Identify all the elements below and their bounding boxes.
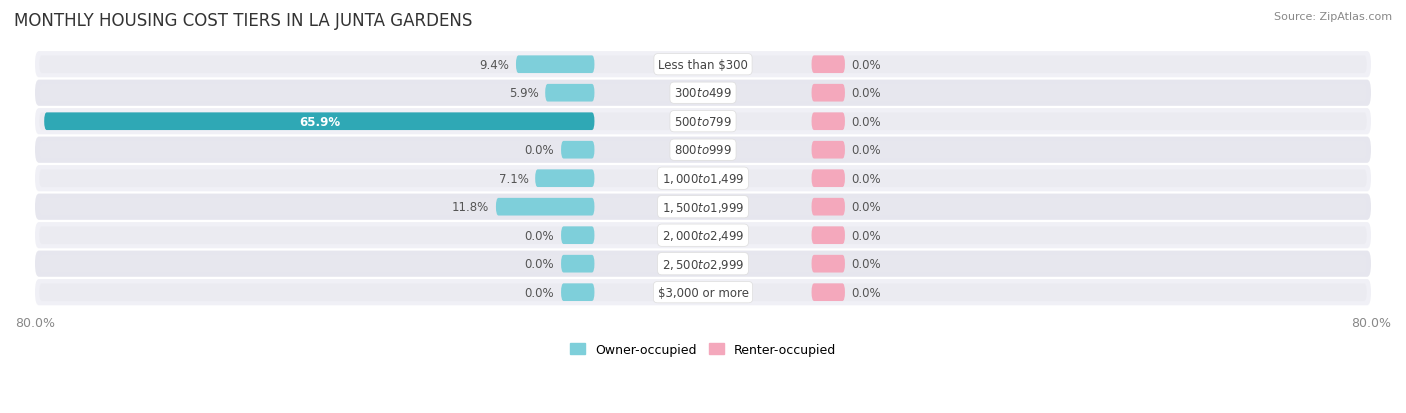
FancyBboxPatch shape bbox=[561, 142, 595, 159]
Legend: Owner-occupied, Renter-occupied: Owner-occupied, Renter-occupied bbox=[565, 338, 841, 361]
FancyBboxPatch shape bbox=[811, 113, 845, 131]
Text: 0.0%: 0.0% bbox=[852, 59, 882, 71]
Text: 0.0%: 0.0% bbox=[524, 258, 554, 271]
FancyBboxPatch shape bbox=[811, 284, 845, 301]
Text: 0.0%: 0.0% bbox=[852, 87, 882, 100]
FancyBboxPatch shape bbox=[39, 56, 1367, 74]
Text: 0.0%: 0.0% bbox=[852, 258, 882, 271]
Text: 0.0%: 0.0% bbox=[524, 229, 554, 242]
FancyBboxPatch shape bbox=[811, 85, 845, 102]
FancyBboxPatch shape bbox=[35, 52, 1371, 78]
Text: $300 to $499: $300 to $499 bbox=[673, 87, 733, 100]
Text: 0.0%: 0.0% bbox=[852, 286, 882, 299]
FancyBboxPatch shape bbox=[811, 198, 845, 216]
Text: 0.0%: 0.0% bbox=[524, 286, 554, 299]
Text: $800 to $999: $800 to $999 bbox=[673, 144, 733, 157]
Text: 0.0%: 0.0% bbox=[524, 144, 554, 157]
FancyBboxPatch shape bbox=[35, 166, 1371, 192]
FancyBboxPatch shape bbox=[496, 198, 595, 216]
FancyBboxPatch shape bbox=[39, 284, 1367, 301]
FancyBboxPatch shape bbox=[35, 280, 1371, 306]
Text: 0.0%: 0.0% bbox=[852, 144, 882, 157]
Text: $2,500 to $2,999: $2,500 to $2,999 bbox=[662, 257, 744, 271]
FancyBboxPatch shape bbox=[39, 142, 1367, 159]
FancyBboxPatch shape bbox=[811, 255, 845, 273]
FancyBboxPatch shape bbox=[35, 109, 1371, 135]
FancyBboxPatch shape bbox=[39, 85, 1367, 102]
Text: $1,500 to $1,999: $1,500 to $1,999 bbox=[662, 200, 744, 214]
FancyBboxPatch shape bbox=[39, 198, 1367, 216]
FancyBboxPatch shape bbox=[39, 227, 1367, 244]
Text: MONTHLY HOUSING COST TIERS IN LA JUNTA GARDENS: MONTHLY HOUSING COST TIERS IN LA JUNTA G… bbox=[14, 12, 472, 30]
Text: 11.8%: 11.8% bbox=[451, 201, 489, 214]
Text: 65.9%: 65.9% bbox=[298, 115, 340, 128]
FancyBboxPatch shape bbox=[561, 284, 595, 301]
FancyBboxPatch shape bbox=[811, 142, 845, 159]
Text: 0.0%: 0.0% bbox=[852, 201, 882, 214]
FancyBboxPatch shape bbox=[516, 56, 595, 74]
FancyBboxPatch shape bbox=[561, 255, 595, 273]
Text: 7.1%: 7.1% bbox=[499, 172, 529, 185]
Text: $1,000 to $1,499: $1,000 to $1,499 bbox=[662, 172, 744, 186]
FancyBboxPatch shape bbox=[39, 255, 1367, 273]
FancyBboxPatch shape bbox=[811, 227, 845, 244]
FancyBboxPatch shape bbox=[39, 170, 1367, 188]
Text: 9.4%: 9.4% bbox=[479, 59, 509, 71]
FancyBboxPatch shape bbox=[546, 85, 595, 102]
Text: 0.0%: 0.0% bbox=[852, 229, 882, 242]
FancyBboxPatch shape bbox=[561, 227, 595, 244]
Text: $3,000 or more: $3,000 or more bbox=[658, 286, 748, 299]
FancyBboxPatch shape bbox=[35, 251, 1371, 277]
FancyBboxPatch shape bbox=[35, 137, 1371, 164]
Text: 0.0%: 0.0% bbox=[852, 115, 882, 128]
FancyBboxPatch shape bbox=[44, 113, 595, 131]
Text: $500 to $799: $500 to $799 bbox=[673, 115, 733, 128]
FancyBboxPatch shape bbox=[35, 223, 1371, 249]
Text: 5.9%: 5.9% bbox=[509, 87, 538, 100]
FancyBboxPatch shape bbox=[35, 81, 1371, 107]
Text: Less than $300: Less than $300 bbox=[658, 59, 748, 71]
Text: $2,000 to $2,499: $2,000 to $2,499 bbox=[662, 229, 744, 242]
FancyBboxPatch shape bbox=[35, 194, 1371, 220]
Text: Source: ZipAtlas.com: Source: ZipAtlas.com bbox=[1274, 12, 1392, 22]
FancyBboxPatch shape bbox=[811, 170, 845, 188]
FancyBboxPatch shape bbox=[39, 113, 1367, 131]
FancyBboxPatch shape bbox=[811, 56, 845, 74]
FancyBboxPatch shape bbox=[536, 170, 595, 188]
Text: 0.0%: 0.0% bbox=[852, 172, 882, 185]
